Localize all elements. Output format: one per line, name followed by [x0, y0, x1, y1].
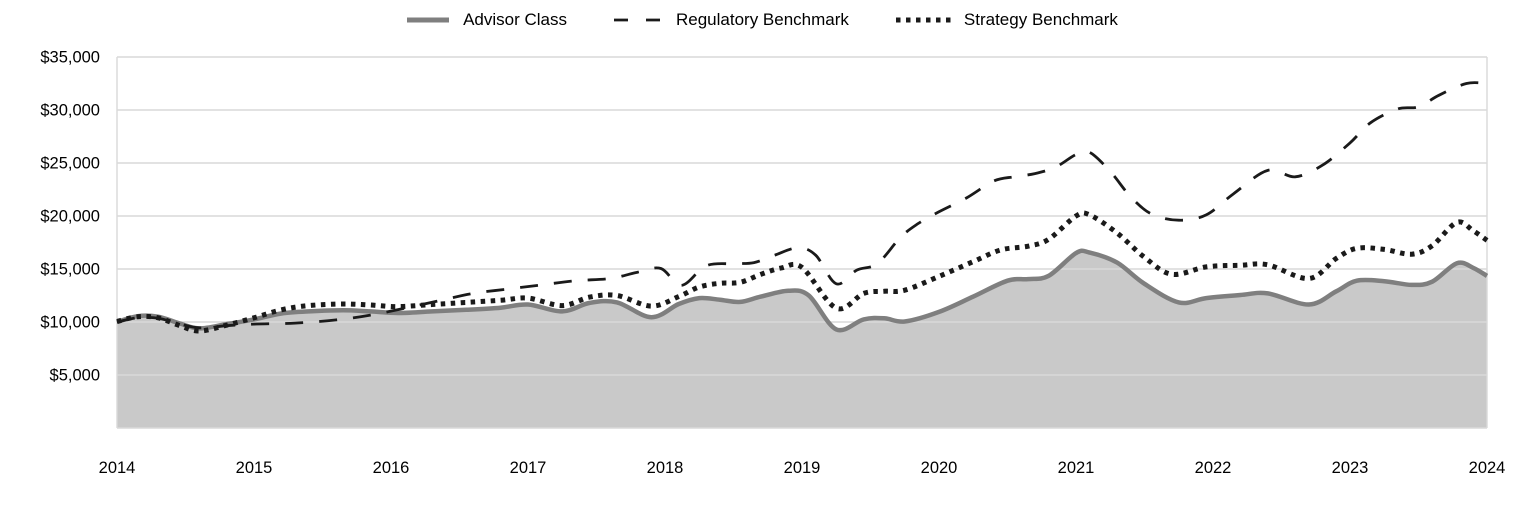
x-axis-label: 2022 [1195, 459, 1232, 477]
advisor-class-area [117, 250, 1487, 428]
y-axis-label: $25,000 [40, 155, 100, 173]
strategy-benchmark-line [116, 210, 1489, 334]
chart-legend: Advisor Class Regulatory Benchmark Strat… [0, 10, 1524, 30]
dashed-line-swatch-icon [613, 18, 662, 22]
legend-label: Strategy Benchmark [963, 10, 1118, 29]
y-axis-label: $30,000 [40, 102, 100, 120]
x-axis-label: 2018 [647, 459, 684, 477]
y-axis-label: $15,000 [40, 261, 100, 279]
advisor-class-line [116, 248, 1489, 333]
x-axis-label: 2019 [784, 459, 821, 477]
legend-item-advisor-class: Advisor Class [406, 10, 567, 30]
x-axis-label: 2017 [510, 459, 547, 477]
x-axis-label: 2021 [1058, 459, 1095, 477]
x-axis-label: 2014 [99, 459, 136, 477]
y-axis-label: $35,000 [40, 49, 100, 67]
x-axis-label: 2015 [236, 459, 273, 477]
dotted-line-swatch-icon [895, 17, 951, 23]
y-axis-label: $10,000 [40, 314, 100, 332]
regulatory-benchmark-line [116, 81, 1488, 330]
x-axis-label: 2020 [921, 459, 958, 477]
x-axis-label: 2024 [1469, 459, 1506, 477]
y-axis-label: $20,000 [40, 208, 100, 226]
solid-line-swatch-icon [407, 17, 450, 23]
x-axis-label: 2023 [1332, 459, 1369, 477]
legend-label: Regulatory Benchmark [675, 10, 849, 29]
x-axis-label: 2016 [373, 459, 410, 477]
y-axis-label: $5,000 [50, 367, 100, 385]
legend-item-regulatory-benchmark: Regulatory Benchmark [613, 10, 849, 30]
legend-item-strategy-benchmark: Strategy Benchmark [895, 10, 1118, 30]
legend-label: Advisor Class [463, 10, 567, 29]
